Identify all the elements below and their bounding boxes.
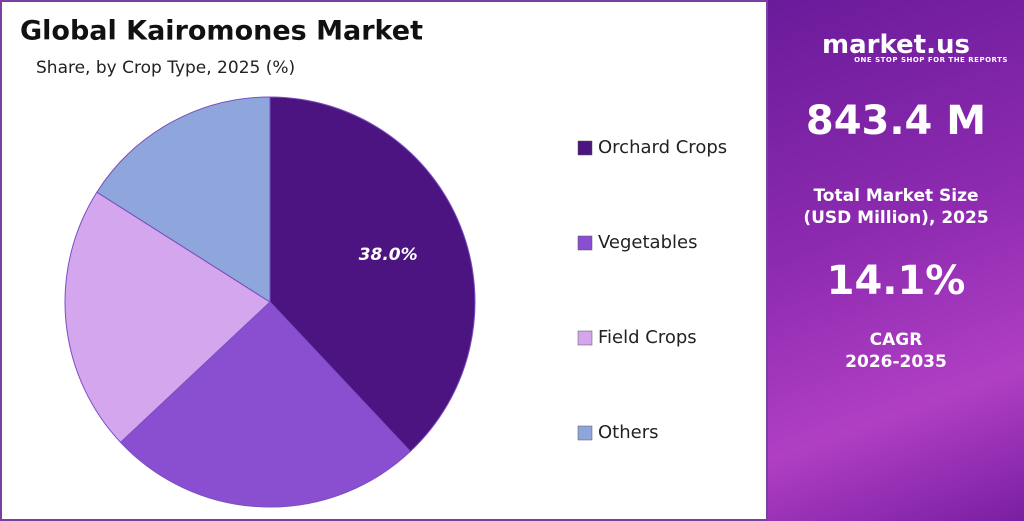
legend-swatch xyxy=(577,330,593,346)
legend-label: Field Crops xyxy=(598,327,697,348)
legend-swatch xyxy=(577,235,593,251)
data-label: 38.0% xyxy=(359,245,418,265)
legend-swatch xyxy=(577,425,593,441)
chart: Global Kairomones Market Share, by Crop … xyxy=(0,0,768,521)
pie-slice xyxy=(119,301,412,508)
cagr-label: 2026-2035 xyxy=(845,352,947,372)
market-size-label: (USD Million), 2025 xyxy=(803,208,989,228)
side-panel: market.us ONE STOP SHOP FOR THE REPORTS … xyxy=(768,0,1024,521)
chart-title: Global Kairomones Market xyxy=(20,16,423,47)
chart-subtitle: Share, by Crop Type, 2025 (%) xyxy=(36,58,295,78)
pie-slice xyxy=(269,96,476,453)
brand: market.us xyxy=(822,30,970,60)
legend-label: Orchard Crops xyxy=(598,137,727,158)
pie-slice xyxy=(96,96,271,303)
tagline: ONE STOP SHOP FOR THE REPORTS xyxy=(854,56,1008,64)
cagr: 14.1% xyxy=(826,258,966,304)
market-size-label: Total Market Size xyxy=(813,186,979,206)
legend-swatch xyxy=(577,140,593,156)
legend-label: Others xyxy=(598,422,659,443)
cagr-label: CAGR xyxy=(869,330,923,350)
pie-slice xyxy=(64,191,271,444)
legend-label: Vegetables xyxy=(598,232,697,253)
market-size: 843.4 M xyxy=(805,98,987,144)
